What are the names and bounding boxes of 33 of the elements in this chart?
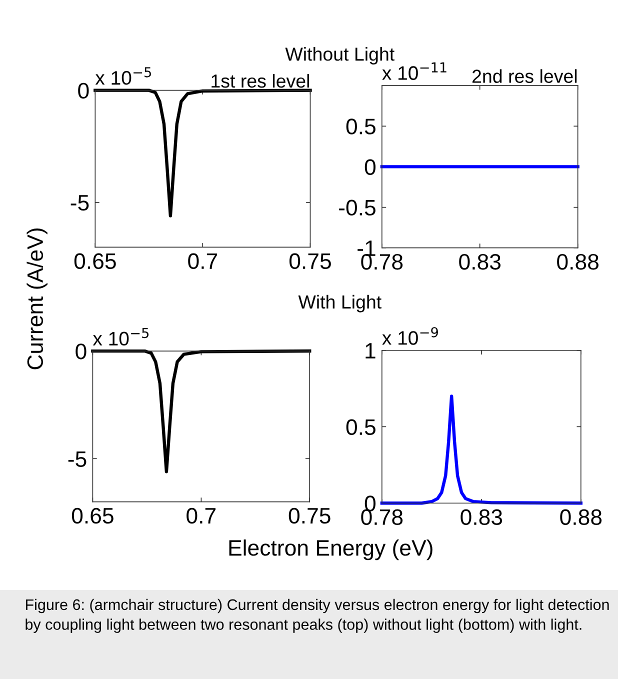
x-tick-label: 0.88: [557, 254, 598, 270]
chart-title: 1st res level: [212, 74, 309, 88]
y-tick-label: 0: [76, 344, 86, 360]
x-tick-label: 0.78: [361, 509, 403, 526]
x-tick-label: 0.65: [74, 253, 116, 270]
x-tick-label: 0.65: [72, 508, 114, 524]
y-tick-label: 0: [78, 82, 89, 99]
caption: Figure 6: (armchair structure) Current density versus electron energy for light detection by coupling light between two resonant peaks (top) without light (bottom) with light.: [26, 598, 609, 633]
text: x 10$^{−11}$: [382, 62, 446, 80]
text: x 10$^{−5}$: [92, 328, 149, 346]
y-tick-label: 0.5: [346, 419, 376, 436]
text: x 10$^{−5}$: [95, 67, 151, 85]
chart-title: 2nd res level: [472, 69, 577, 83]
x-tick-label: 0.83: [459, 254, 501, 270]
x-tick-label: 0.75: [289, 253, 331, 270]
y-tick-label: -0.5: [339, 200, 376, 216]
x-axis-title: Electron Energy (eV): [229, 539, 432, 560]
text: x 10$^{−9}$: [382, 327, 438, 345]
x-tick-label: 0.88: [560, 509, 602, 526]
y-axis-title: Current (A/eV): [26, 228, 48, 370]
chart-subtitle: Without Light: [285, 47, 394, 65]
x-tick-label: 0.78: [361, 254, 403, 270]
y-tick-label: -5: [70, 195, 89, 211]
x-tick-label: 0.75: [288, 508, 330, 524]
y-tick-label: 1: [366, 343, 376, 358]
y-tick-label: 0: [364, 159, 376, 175]
chart-subtitle: With Light: [298, 294, 382, 312]
y-tick-label: -5: [68, 451, 86, 467]
x-tick-label: 0.7: [188, 253, 218, 270]
y-tick-label: 0: [364, 496, 376, 512]
x-tick-label: 0.83: [460, 509, 502, 526]
y-tick-label: 0.5: [346, 118, 376, 134]
x-tick-label: 0.7: [186, 508, 216, 524]
